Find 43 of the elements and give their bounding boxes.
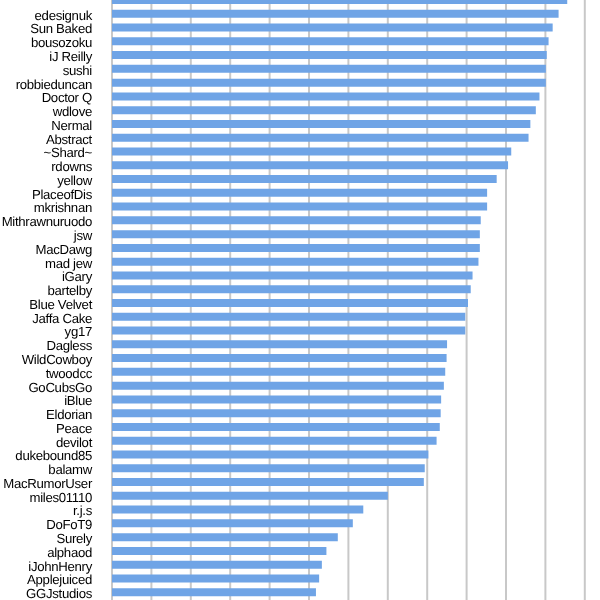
bar: [112, 37, 549, 46]
bar: [112, 299, 468, 307]
bar: [112, 119, 531, 128]
bar: [112, 533, 338, 542]
bar: [112, 257, 479, 266]
bar: [112, 478, 424, 487]
bar: [112, 133, 529, 142]
bar: [112, 243, 480, 252]
bar: [112, 92, 540, 101]
bar: [112, 588, 316, 597]
bar: [112, 381, 444, 390]
bar: [112, 519, 353, 528]
bar: [112, 78, 546, 87]
bar: [112, 312, 466, 321]
bar: [112, 395, 442, 404]
bar: [112, 409, 441, 418]
bar: [112, 450, 429, 459]
bar: [112, 175, 497, 184]
bar: [112, 271, 473, 280]
bar: [112, 106, 536, 115]
bar: [112, 161, 509, 170]
bar: [112, 436, 437, 445]
bar: [112, 422, 440, 431]
bar: [112, 546, 327, 555]
bar: [112, 230, 480, 239]
bar: [112, 216, 481, 225]
bar: [112, 23, 553, 32]
bar: [112, 367, 446, 376]
bar: [112, 9, 559, 18]
bar: [112, 202, 488, 211]
bar: [112, 354, 447, 363]
bar: [112, 285, 471, 294]
bar: [112, 560, 322, 569]
bar: [112, 326, 466, 335]
bar: [112, 51, 547, 60]
bar: [112, 464, 425, 473]
bar: [112, 505, 364, 514]
bar: [112, 147, 512, 156]
bar: [112, 491, 388, 500]
bar: [112, 188, 488, 197]
bar: [112, 64, 546, 73]
bar: [112, 574, 320, 583]
bar: [112, 340, 448, 349]
